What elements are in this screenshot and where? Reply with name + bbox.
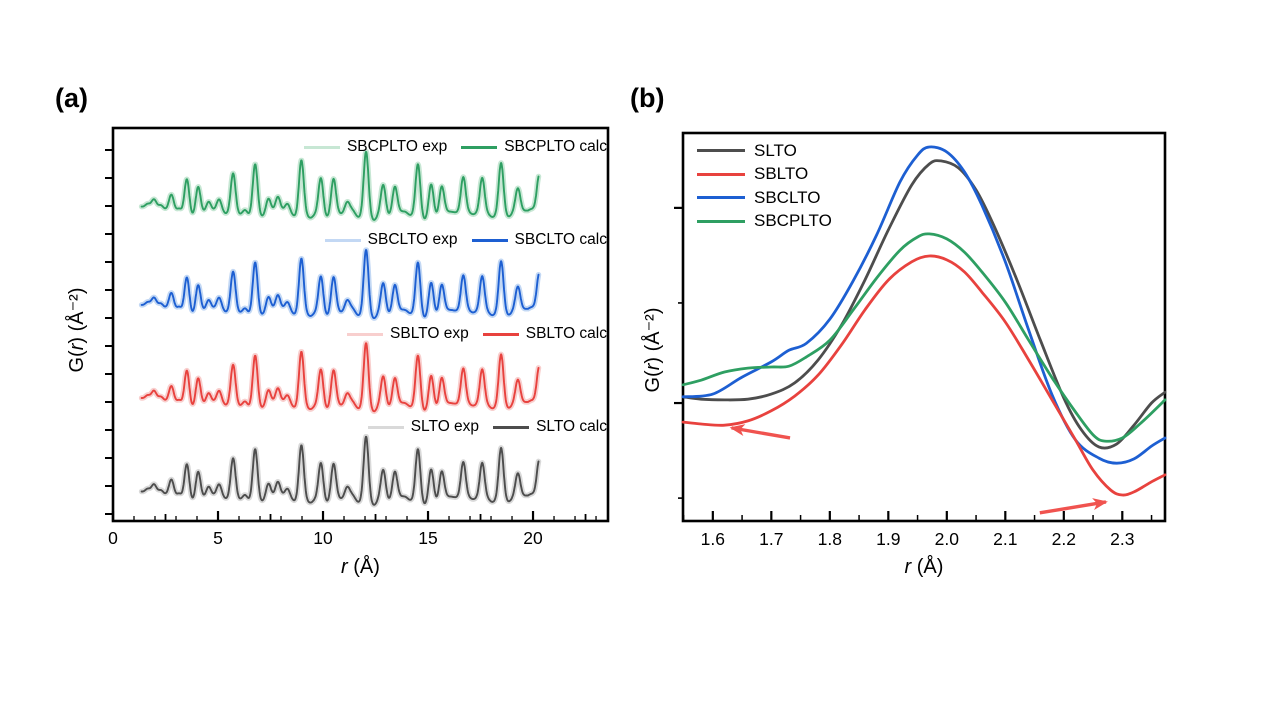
curve-SBCPLTO-exp [138,149,542,223]
panel-a-label: (a) [55,83,88,113]
legend-line-swatch-calc [493,425,530,429]
panel-b-x-tick-label: 1.9 [876,529,901,549]
legend-label-exp: SLTO exp [410,418,480,435]
legend-label: SBCLTO [754,187,821,207]
panel-a-y-axis-label: G(r) (Å⁻²) [64,220,90,440]
legend-line-swatch-exp [347,332,384,336]
legend-row-SBLTO: SBLTO [697,164,809,184]
panel-b-y-axis-label: G(r) (Å⁻²) [640,240,666,460]
legend-line-swatch [697,172,745,176]
curve-SLTO-calc [140,435,540,506]
legend-row-SLTO: SLTO exp SLTO calc [361,417,607,437]
panel-a-x-axis-label: r (Å) [113,556,608,579]
curve-SBCLTO-calc [140,249,540,320]
legend-label-calc: SBCLTO calc [514,231,607,248]
legend-line-swatch [697,196,745,199]
annotation-arrow [729,424,791,440]
legend-label-exp: SBLTO exp [390,325,469,342]
legend-line-swatch-exp [324,238,361,242]
panel-b-x-tick-label: 2.2 [1051,529,1076,549]
panel-b-x-axis-label: r (Å) [683,556,1165,579]
panel-a-x-tick-label: 5 [213,528,223,548]
panel-b-x-tick-label: 1.7 [759,529,784,549]
legend-row-SBCPLTO: SBCPLTO [697,211,832,231]
legend-row-SBCPLTO: SBCPLTO exp SBCPLTO calc [297,137,607,157]
x-label-symbol: r [341,556,348,578]
y-label-symbol: r [642,363,664,371]
legend-line-swatch-exp [303,145,340,149]
legend-row-SBCLTO: SBCLTO exp SBCLTO calc [318,230,607,250]
y-label-units: ) (Å⁻²) [642,307,664,364]
x-label-units: (Å) [911,556,944,578]
curve-SBLTO [681,254,1167,497]
legend-row-SLTO: SLTO [697,141,797,160]
curve-SBLTO-exp [138,340,542,415]
panel-b-x-tick-label: 2.3 [1110,529,1135,549]
panel-a-x-tick-label: 10 [313,528,333,548]
legend-line-swatch-calc [482,332,519,336]
legend-row-SBCLTO: SBCLTO [697,188,820,207]
panel-b-x-tick-label: 1.8 [817,529,842,549]
y-label-symbol: r [66,343,88,351]
legend-label-calc: SBCPLTO calc [504,138,607,155]
legend-label-calc: SLTO calc [536,418,607,435]
legend-line-swatch [697,149,745,152]
y-label-pre: G( [642,370,664,393]
x-label-symbol: r [904,556,912,578]
panel-b-label: (b) [630,83,665,113]
x-label-units: (Å) [347,556,380,578]
legend-label: SLTO [754,140,797,160]
legend-line-swatch-calc [461,145,498,149]
panel-b-x-tick-label: 2.1 [993,529,1018,549]
y-label-units: ) (Å⁻²) [66,287,88,344]
panel-a-x-tick-label: 0 [108,528,118,548]
panel-b-frame [681,131,1167,523]
legend-line-swatch-calc [471,238,508,242]
legend-label-calc: SBLTO calc [525,325,607,342]
legend-row-SBLTO: SBLTO exp SBLTO calc [340,324,607,344]
panel-a-frame [111,126,610,523]
curve-SLTO [681,159,1167,450]
panel-b-x-tick-label: 1.6 [700,529,725,549]
curve-SBCPLTO [681,232,1167,443]
panel-b-x-tick-label: 2.0 [934,529,959,549]
panel-a-x-tick-label: 15 [418,528,438,548]
legend-line-swatch [697,219,745,223]
legend-label: SBCPLTO [754,211,832,230]
curve-SBCLTO [681,145,1167,465]
curve-SBCLTO-exp [138,247,542,321]
curve-SBCPLTO-calc [140,150,540,221]
curve-SBLTO-calc [140,342,540,413]
legend-label-exp: SBCLTO exp [367,231,458,248]
panel-a-x-tick-label: 20 [523,528,543,548]
curve-SLTO-exp [138,434,542,508]
legend-label: SBLTO [754,164,809,183]
legend-label-exp: SBCPLTO exp [346,138,448,155]
annotation-arrow [1039,498,1108,515]
y-label-pre: G( [66,350,88,373]
legend-line-swatch-exp [367,425,404,429]
